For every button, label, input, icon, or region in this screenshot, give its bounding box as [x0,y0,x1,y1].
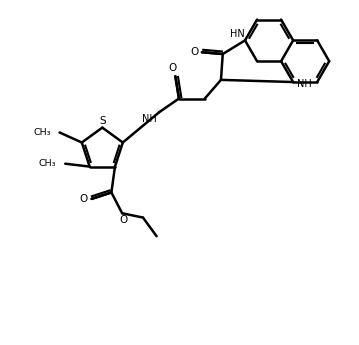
Text: O: O [190,47,198,57]
Text: CH₃: CH₃ [39,159,56,168]
Text: NH: NH [297,79,312,89]
Text: O: O [80,194,88,204]
Text: O: O [119,215,127,225]
Text: HN: HN [230,29,244,39]
Text: O: O [168,63,177,73]
Text: CH₃: CH₃ [33,128,51,137]
Text: S: S [99,116,106,126]
Text: NH: NH [142,114,157,124]
